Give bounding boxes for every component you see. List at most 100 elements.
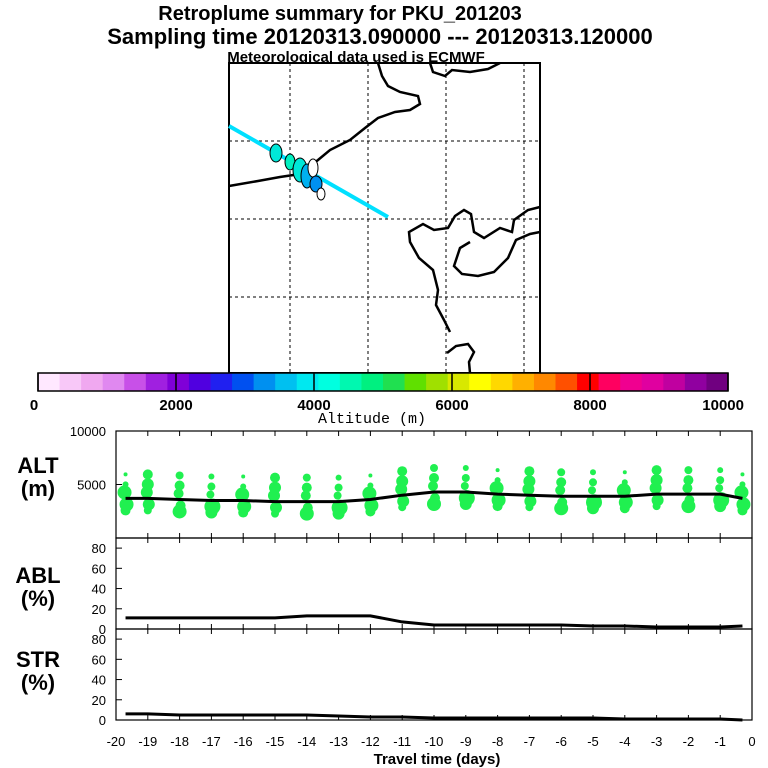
alt-scatter-point [143,506,152,515]
y-tick-label: 60 [92,561,106,576]
median-line [125,490,743,504]
alt-scatter-point [300,490,311,501]
x-tick-label: -15 [266,734,285,749]
alt-scatter-point [362,486,377,501]
colorbar-cell [598,373,621,391]
alt-scatter-point [429,472,439,483]
x-tick-label: -20 [107,734,126,749]
x-tick-label: -3 [651,734,663,749]
x-tick-label: -5 [587,734,599,749]
alt-scatter-point [235,487,250,502]
colorbar-cell [339,373,362,391]
panel-frame [115,628,753,721]
alt-scatter-point [737,505,748,516]
x-axis-label: Travel time (days) [374,751,501,768]
panel-label-name: ALT [17,453,59,478]
alt-scatter-point [206,490,215,499]
alt-scatter-point [268,489,280,502]
x-tick-label: -19 [138,734,157,749]
alt-scatter-point [681,499,696,514]
alt-scatter-point [238,507,249,518]
colorbar-cell [641,373,664,391]
alt-scatter-point [524,466,535,477]
median-line [125,614,743,629]
y-tick-label: 80 [92,632,106,647]
alt-scatter-point [207,482,216,491]
x-tick-label: -9 [460,734,472,749]
x-tick-label: -2 [683,734,695,749]
colorbar-cell [490,373,513,391]
colorbar: 0 2000 4000 6000 8000 10000 Altitude (m) [30,372,744,428]
alt-scatter-point [459,497,472,510]
y-tick-label: 40 [92,673,106,688]
alt-scatter-point [460,481,469,490]
alt-scatter-point [683,475,694,486]
alt-scatter-point [120,505,131,516]
y-tick-label: 60 [92,652,106,667]
colorbar-cell [167,373,190,391]
alt-scatter-point [332,507,345,520]
alt-scatter-point [587,502,599,515]
alt-scatter-point [427,496,441,511]
colorbar-ticks: 0 2000 4000 6000 8000 10000 [30,373,744,414]
title-line3: Meteorological data used is ECMWF [227,49,485,66]
alt-scatter-point [174,480,185,491]
alt-scatter-point [301,482,312,493]
title-line2: Sampling time 20120313.090000 --- 201203… [107,24,653,49]
alt-scatter-point [123,472,128,477]
colorbar-cell [296,373,319,391]
alt-scatter-point [395,483,408,496]
alt-scatter-point [649,482,662,495]
alt-scatter-point [205,506,218,519]
colorbar-tick-label: 6000 [435,397,468,414]
colorbar-cell [533,373,556,391]
panel-str: 80 60 40 20 0 STR(%) [16,628,753,728]
x-tick-label: -4 [619,734,631,749]
x-tick-label: -7 [524,734,536,749]
x-tick-label: -8 [492,734,504,749]
panel-label-unit: (m) [21,476,55,501]
alt-scatter-point [335,474,342,481]
panel-label-unit: (%) [21,586,55,611]
alt-scatter-point [716,476,725,485]
x-tick-label: -6 [555,734,567,749]
colorbar-tick-label: 2000 [159,397,192,414]
y-tick-label: 0 [99,713,106,728]
colorbar-cell [555,373,578,391]
alt-scatter-point [140,486,153,499]
alt-scatter-point [525,503,534,512]
colorbar-cell [38,373,61,391]
panel-label-name: ABL [15,563,60,588]
alt-scatter-point [717,467,724,474]
colorbar-cell [102,373,125,391]
alt-scatter-point [299,506,314,521]
colorbar-cell [663,373,686,391]
alt-scatter-point [142,469,153,480]
alt-scatter-point [462,464,469,471]
colorbar-tick-label: 10000 [702,397,744,414]
alt-scatter-point [428,480,438,491]
alt-scatter-point [622,470,627,475]
alt-scatter-point [682,483,693,494]
plume-cell [309,175,323,193]
colorbar-tick-label: 4000 [297,397,330,414]
alt-scatter-point [117,485,132,500]
map-frame [228,62,541,374]
alt-scatter-point [556,477,567,488]
y-tick-label: 10000 [70,424,106,439]
alt-scatter-point [555,485,566,496]
colorbar-cell [232,373,255,391]
alt-scatter-point [172,504,187,519]
alt-scatter-point [489,481,504,496]
x-tick-label: -16 [234,734,253,749]
alt-scatter-point [175,471,184,480]
alt-scatter-point [430,463,438,472]
alt-scatter-point [271,509,279,518]
alt-scatter-point [651,465,662,476]
alt-scatter-point [461,473,470,482]
alt-scatter-point [684,466,693,475]
map-panel [228,61,541,374]
alt-scatter-point [398,503,407,512]
y-tick-label: 5000 [77,478,106,493]
